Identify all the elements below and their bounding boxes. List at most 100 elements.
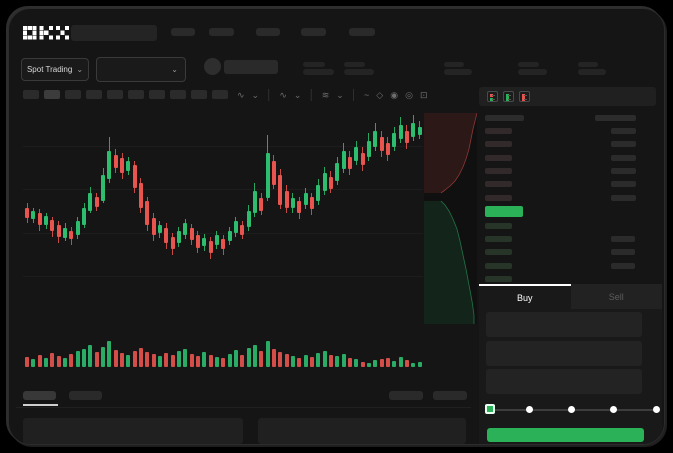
bid-price-bar[interactable]: [485, 262, 512, 269]
timeframe-chip[interactable]: [191, 90, 207, 99]
ask-amount-bar[interactable]: [611, 167, 636, 174]
volume-bar: [126, 355, 131, 367]
slider-stop[interactable]: [525, 406, 533, 413]
nav-item-placeholder[interactable]: [209, 28, 234, 36]
candle: [183, 223, 188, 235]
slider-stop[interactable]: [610, 406, 618, 413]
timeframe-chip[interactable]: [170, 90, 186, 99]
candle: [246, 211, 251, 227]
stat-value-placeholder: [444, 69, 472, 75]
timeframe-chip[interactable]: [44, 90, 60, 99]
timeframe-chip[interactable]: [149, 90, 165, 99]
bid-price-bar[interactable]: [485, 249, 512, 256]
ask-amount-bar[interactable]: [611, 154, 636, 161]
ask-price-bar[interactable]: [485, 181, 512, 188]
fullscreen-icon[interactable]: ⊡: [419, 89, 428, 100]
candlestick-chart[interactable]: [23, 113, 423, 331]
market-type-selector[interactable]: Spot Trading ⌄: [21, 58, 89, 81]
nav-item-placeholder[interactable]: [349, 28, 375, 36]
chevron-down-icon[interactable]: ⌄: [336, 89, 344, 100]
ask-price-bar[interactable]: [485, 128, 512, 134]
book-both-icon[interactable]: [487, 91, 498, 102]
candle: [417, 127, 422, 135]
line-style-icon[interactable]: ∿: [237, 89, 245, 100]
bottom-tab-placeholder[interactable]: [69, 391, 102, 400]
volume-bar: [132, 351, 137, 367]
settings-icon[interactable]: ◎: [405, 89, 413, 100]
bid-amount-bar[interactable]: [611, 249, 635, 256]
volume-bar: [88, 345, 93, 367]
timeframe-chip[interactable]: [86, 90, 102, 99]
volume-bar: [316, 353, 321, 367]
okx-logo[interactable]: [23, 26, 69, 40]
search-placeholder[interactable]: [71, 25, 157, 41]
compare-icon[interactable]: ~: [364, 90, 370, 100]
depth-line: [440, 113, 477, 194]
candle: [303, 193, 308, 205]
volume-bar: [44, 358, 48, 367]
candle: [265, 153, 270, 198]
timeframe-chip[interactable]: [65, 90, 81, 99]
camera-icon[interactable]: ◉: [390, 89, 399, 100]
tab-buy[interactable]: Buy: [479, 284, 571, 309]
volume-bar: [107, 341, 112, 367]
bid-price-bar[interactable]: [485, 223, 512, 229]
ask-amount-bar[interactable]: [611, 141, 636, 148]
bid-price-bar[interactable]: [485, 236, 512, 243]
nav-item-placeholder[interactable]: [301, 28, 326, 36]
tag-icon[interactable]: ◇: [376, 89, 384, 100]
volume-bar: [240, 355, 245, 367]
volume-bar: [246, 348, 251, 367]
indicator-icon[interactable]: ∿: [279, 89, 287, 100]
chevron-down-icon[interactable]: ⌄: [251, 89, 260, 100]
chevron-down-icon[interactable]: ⌄: [293, 89, 302, 100]
volume-bar: [417, 362, 422, 367]
book-bids-icon[interactable]: [503, 91, 514, 102]
tab-sell[interactable]: Sell: [570, 284, 662, 309]
order-input-field[interactable]: [486, 369, 642, 394]
candle: [240, 225, 245, 235]
order-input-field[interactable]: [486, 312, 642, 337]
bottom-action-placeholder[interactable]: [389, 391, 423, 400]
slider-stop[interactable]: [568, 406, 575, 413]
ask-price-bar[interactable]: [485, 167, 512, 174]
volume-bar: [63, 358, 67, 367]
candle: [50, 220, 55, 231]
ask-amount-bar[interactable]: [611, 181, 636, 188]
ask-amount-bar[interactable]: [611, 128, 636, 134]
book-asks-icon[interactable]: [519, 91, 530, 102]
volume-bar: [252, 345, 257, 367]
bid-amount-bar[interactable]: [611, 262, 635, 269]
timeframe-chip[interactable]: [23, 90, 39, 99]
candle: [347, 157, 352, 169]
bottom-separator: [16, 407, 471, 408]
volume-bar: [164, 353, 169, 367]
candle: [360, 153, 365, 165]
ask-price-bar[interactable]: [485, 154, 512, 161]
ask-price-bar[interactable]: [485, 194, 512, 201]
bottom-tab-placeholder[interactable]: [23, 391, 56, 400]
candle: [404, 131, 409, 143]
order-input-field[interactable]: [486, 341, 642, 366]
gridline: [23, 276, 423, 277]
candle-type-icon[interactable]: ≋: [321, 89, 330, 100]
timeframe-chip[interactable]: [128, 90, 144, 99]
stat-label-placeholder: [518, 62, 539, 67]
nav-item-placeholder[interactable]: [171, 28, 195, 36]
amount-slider[interactable]: [479, 400, 662, 420]
candle: [56, 225, 61, 237]
place-order-button[interactable]: [487, 428, 644, 442]
volume-bar: [195, 356, 200, 367]
slider-stop[interactable]: [652, 406, 660, 413]
ask-amount-bar[interactable]: [611, 194, 636, 201]
timeframe-chip[interactable]: [212, 90, 228, 99]
slider-handle[interactable]: [485, 404, 495, 414]
pair-dropdown[interactable]: ⌄: [96, 57, 186, 82]
bottom-action-placeholder[interactable]: [433, 391, 467, 400]
timeframe-chip[interactable]: [107, 90, 123, 99]
last-price-badge[interactable]: [485, 206, 523, 217]
bid-amount-bar[interactable]: [611, 236, 635, 243]
ask-price-bar[interactable]: [485, 141, 512, 148]
bid-price-bar[interactable]: [485, 275, 512, 282]
nav-item-placeholder[interactable]: [256, 28, 280, 36]
